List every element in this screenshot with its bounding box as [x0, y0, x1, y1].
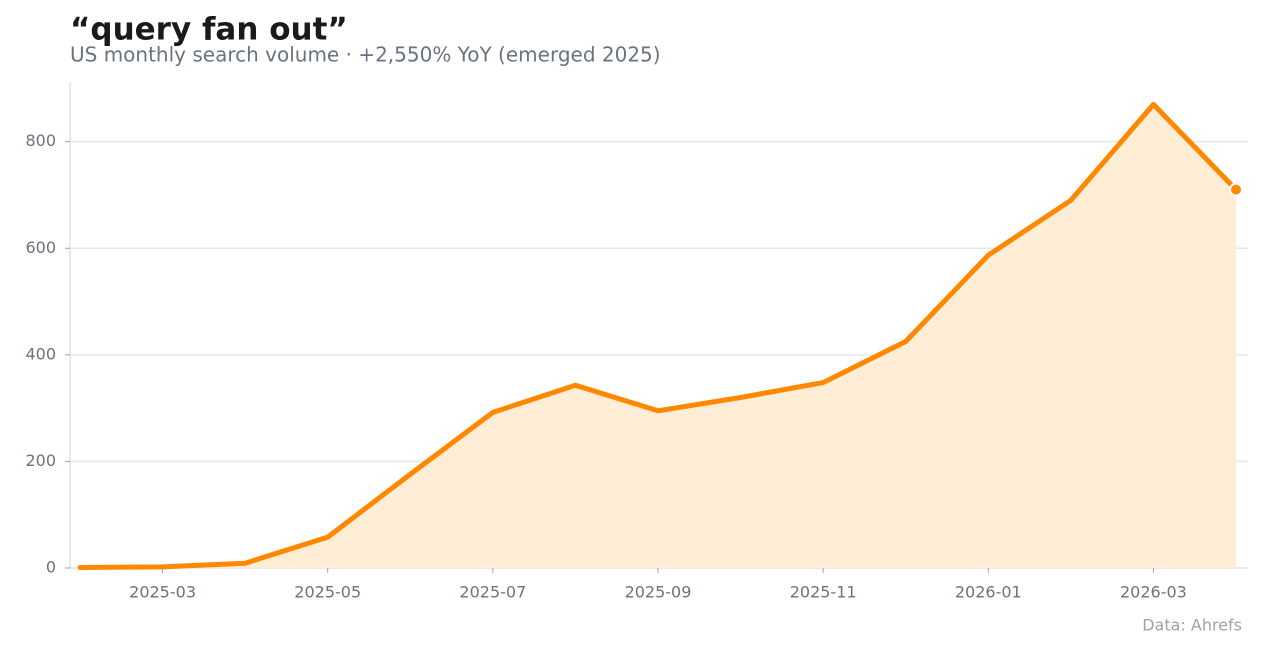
x-tick-label: 2025-09	[625, 583, 692, 602]
y-tick-label: 0	[46, 558, 56, 577]
x-tick-label: 2025-03	[129, 583, 196, 602]
area	[80, 104, 1236, 568]
x-tick-label: 2025-07	[459, 583, 526, 602]
x-tick-label: 2025-05	[294, 583, 361, 602]
line	[77, 101, 1239, 570]
x-tick-label: 2025-11	[790, 583, 857, 602]
x-tick-label: 2026-03	[1120, 583, 1187, 602]
y-tick-label: 600	[25, 238, 56, 257]
x-tick-label: 2026-01	[955, 583, 1022, 602]
source-note: Data: Ahrefs	[1142, 616, 1242, 635]
end-point	[1229, 182, 1243, 197]
y-tick-label: 800	[25, 131, 56, 150]
y-tick-label: 200	[25, 451, 56, 470]
chart-title: “query fan out”	[70, 12, 348, 48]
y-tick-label: 400	[25, 344, 56, 363]
chart-subtitle: US monthly search volume · +2,550% YoY (…	[70, 43, 661, 67]
